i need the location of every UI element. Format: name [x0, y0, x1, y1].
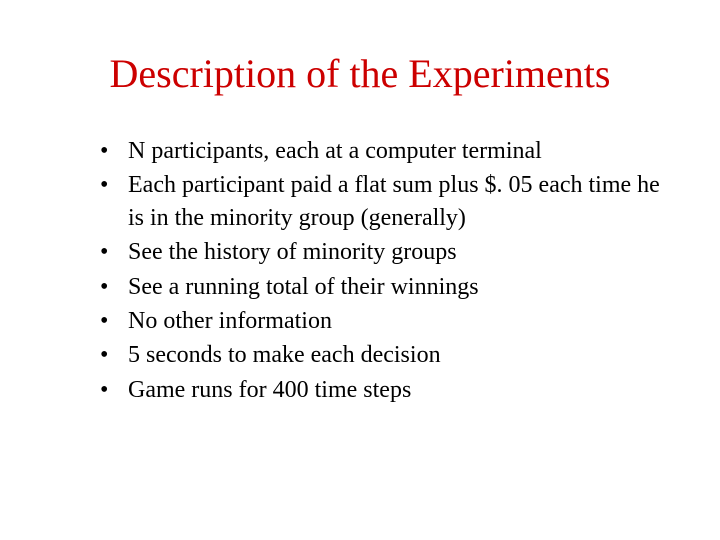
bullet-list: N participants, each at a computer termi…	[60, 135, 660, 406]
slide-title: Description of the Experiments	[60, 50, 660, 97]
list-item: 5 seconds to make each decision	[100, 339, 660, 371]
list-item: N participants, each at a computer termi…	[100, 135, 660, 167]
list-item: See a running total of their winnings	[100, 271, 660, 303]
list-item: See the history of minority groups	[100, 236, 660, 268]
list-item: No other information	[100, 305, 660, 337]
slide: Description of the Experiments N partici…	[0, 0, 720, 540]
list-item: Each participant paid a flat sum plus $.…	[100, 169, 660, 234]
list-item: Game runs for 400 time steps	[100, 374, 660, 406]
